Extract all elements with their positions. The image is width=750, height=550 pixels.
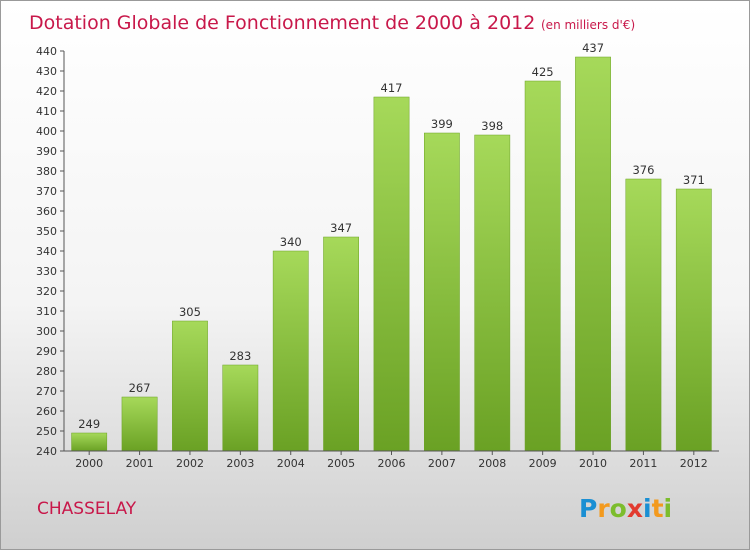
x-tick-label: 2008 (478, 457, 506, 470)
bar-2007 (424, 132, 460, 452)
x-tick-label: 2000 (75, 457, 103, 470)
commune-name: CHASSELAY (37, 499, 137, 519)
bar-2005 (323, 236, 360, 452)
logo-letter: i (664, 494, 673, 523)
logo-letter: P (579, 494, 597, 523)
bar-value-label: 425 (532, 65, 554, 79)
logo-letter: r (597, 494, 610, 523)
bar-2003 (222, 364, 259, 452)
bars: 249 267 305 283 340 347 417 399 398 425 437 376 371 (71, 41, 712, 452)
bar-value-label: 437 (582, 41, 604, 55)
y-tick-label: 260 (36, 405, 57, 418)
chart-title: Dotation Globale de Fonctionnement de 20… (29, 12, 535, 34)
y-tick-label: 280 (36, 365, 57, 378)
x-tick-label: 2002 (176, 457, 204, 470)
x-tick-label: 2004 (277, 457, 305, 470)
bar-value-label: 371 (683, 173, 705, 187)
y-tick-label: 300 (36, 325, 57, 338)
x-tick-label: 2003 (226, 457, 254, 470)
bar-value-label: 283 (229, 349, 251, 363)
y-tick-label: 390 (36, 145, 57, 158)
logo-letter: o (610, 494, 627, 523)
x-tick-label: 2010 (579, 457, 607, 470)
bar-2009 (524, 80, 561, 452)
x-tick-label: 2006 (378, 457, 406, 470)
bar-value-label: 398 (481, 119, 503, 133)
y-tick-label: 380 (36, 165, 57, 178)
y-tick-label: 350 (36, 225, 57, 238)
logo-letter: i (643, 494, 652, 523)
bar-value-label: 417 (381, 81, 403, 95)
x-tick-label: 2001 (126, 457, 154, 470)
y-tick-label: 310 (36, 305, 57, 318)
bar-value-label: 347 (330, 221, 352, 235)
y-tick-label: 340 (36, 245, 57, 258)
y-tick-label: 410 (36, 105, 57, 118)
bar-2011 (625, 178, 662, 452)
bar-2002 (172, 320, 208, 452)
bar-2001 (121, 396, 158, 452)
bar-value-label: 340 (280, 235, 302, 249)
y-tick-label: 250 (36, 425, 57, 438)
logo-letter: t (652, 494, 664, 523)
bar-value-label: 399 (431, 117, 453, 131)
bar-value-label: 305 (179, 305, 201, 319)
bar-2004 (272, 250, 309, 452)
y-axis: 240 250 260 270 280 290 300 310 320 330 340 350 360 3… (36, 45, 65, 458)
x-axis: 2000 2001 2002 2003 2004 2005 2006 2007 2008 2009… (64, 450, 719, 470)
y-tick-label: 290 (36, 345, 57, 358)
bar-2012 (675, 188, 712, 452)
y-tick-label: 240 (36, 445, 57, 458)
y-tick-label: 330 (36, 265, 57, 278)
y-tick-label: 360 (36, 205, 57, 218)
x-tick-label: 2005 (327, 457, 355, 470)
y-tick-label: 400 (36, 125, 57, 138)
bar-2010 (575, 56, 611, 452)
bar-2008 (474, 134, 511, 452)
y-tick-label: 420 (36, 85, 57, 98)
bar-value-label: 249 (78, 417, 100, 431)
x-tick-label: 2009 (529, 457, 557, 470)
bar-value-label: 376 (632, 163, 654, 177)
proxiti-logo: Proxiti (579, 494, 672, 523)
y-tick-label: 270 (36, 385, 57, 398)
bar-2006 (373, 96, 410, 452)
logo-letter: x (627, 494, 643, 523)
bar-2000 (71, 432, 108, 452)
x-tick-label: 2012 (680, 457, 708, 470)
bar-value-label: 267 (129, 381, 151, 395)
x-tick-label: 2007 (428, 457, 456, 470)
x-tick-label: 2011 (629, 457, 657, 470)
y-tick-label: 320 (36, 285, 57, 298)
y-tick-label: 430 (36, 65, 57, 78)
y-tick-label: 440 (36, 45, 57, 58)
y-tick-label: 370 (36, 185, 57, 198)
chart-unit: (en milliers d'€) (541, 18, 635, 32)
